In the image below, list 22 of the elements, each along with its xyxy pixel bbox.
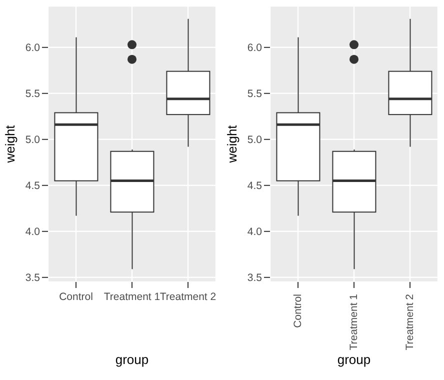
y-tick-label: 4.5	[247, 180, 262, 192]
y-tick-label: 5.0	[247, 134, 262, 146]
x-tick-label: Control	[59, 291, 93, 303]
x-axis-title: group	[337, 352, 371, 367]
x-tick-label: Control	[292, 294, 304, 328]
y-tick-label: 3.5	[25, 272, 40, 284]
y-tick-label: 4.0	[25, 226, 40, 238]
y-tick-label: 4.5	[25, 180, 40, 192]
y-tick-label: 4.0	[247, 226, 262, 238]
x-axis-title: group	[115, 352, 149, 367]
y-tick-label: 5.5	[247, 88, 262, 100]
x-tick-label: Treatment 2	[404, 294, 416, 350]
x-tick-label: Treatment 2	[160, 291, 216, 303]
y-tick-label: 5.0	[25, 134, 40, 146]
x-tick-label: Treatment 1	[104, 291, 160, 303]
y-tick-label: 3.5	[247, 272, 262, 284]
x-tick-label: Treatment 1	[348, 294, 360, 350]
y-tick-label: 6.0	[25, 42, 40, 54]
y-axis-title: weight	[224, 124, 240, 164]
y-axis-title: weight	[2, 124, 18, 164]
y-tick-label: 5.5	[25, 88, 40, 100]
y-tick-label: 6.0	[247, 42, 262, 54]
